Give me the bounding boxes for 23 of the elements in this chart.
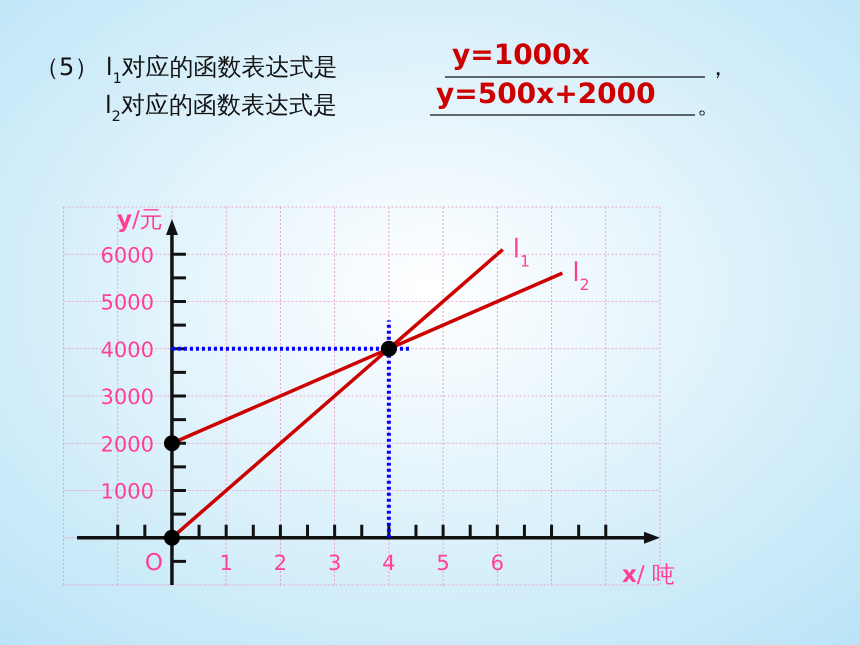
x-tick-label: 5 xyxy=(436,550,450,575)
text: （5） l$_{1}$对应的函数表达式是 xyxy=(35,53,338,87)
series-label: l$_{1}$ xyxy=(512,234,530,271)
annotation: O xyxy=(144,550,163,576)
y-tick-label: 2000 xyxy=(100,432,154,456)
series-label: l$_{2}$ xyxy=(572,258,590,294)
text: 。 xyxy=(697,91,721,119)
x-tick-label: 2 xyxy=(274,550,288,575)
y-tick-label: 5000 xyxy=(100,290,154,314)
y-tick-label: 3000 xyxy=(100,385,154,409)
text: ， xyxy=(706,53,730,81)
y-tick-label: 4000 xyxy=(100,338,154,362)
x-tick-label: 1 xyxy=(219,550,233,575)
x-tick-label: 4 xyxy=(382,550,396,575)
y-tick-label: 1000 xyxy=(100,480,154,504)
text: y=500x+2000 xyxy=(436,77,656,110)
text: y=1000x xyxy=(452,38,590,71)
y-axis-title: y/元 xyxy=(116,207,163,233)
x-axis-title: x/ 吨 xyxy=(622,562,675,588)
x-tick-label: 6 xyxy=(490,550,504,575)
x-tick-label: 3 xyxy=(328,550,342,575)
text: l$_{2}$对应的函数表达式是 xyxy=(105,91,337,125)
y-tick-label: 6000 xyxy=(100,243,154,268)
